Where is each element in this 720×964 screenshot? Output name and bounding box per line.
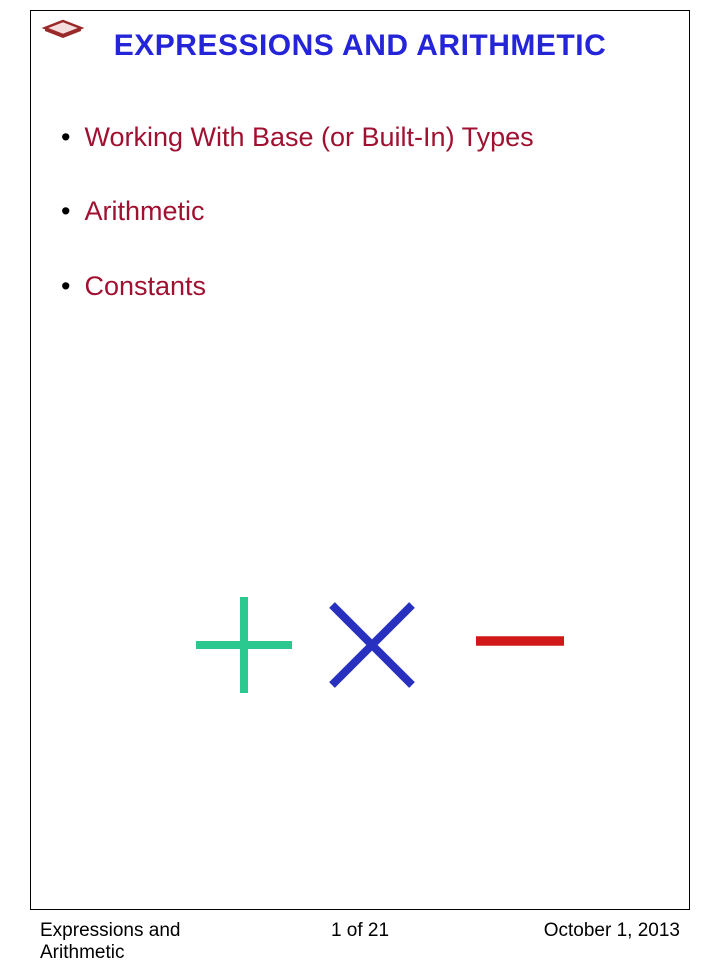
bullet-dot-icon: • <box>61 270 70 302</box>
bullet-list: • Working With Base (or Built-In) Types … <box>61 121 661 344</box>
slide-footer: Expressions and Arithmetic 1 of 21 Octob… <box>30 920 690 964</box>
footer-left: Expressions and Arithmetic <box>40 920 253 964</box>
operator-symbols <box>31 581 689 741</box>
footer-right: October 1, 2013 <box>467 920 680 964</box>
bullet-item: • Constants <box>61 270 661 302</box>
bullet-dot-icon: • <box>61 121 70 153</box>
plus-icon <box>196 597 292 693</box>
slide-title: EXPRESSIONS AND ARITHMETIC <box>31 29 689 63</box>
bullet-item: • Arithmetic <box>61 195 661 227</box>
bullet-text: Arithmetic <box>84 195 204 227</box>
bullet-text: Working With Base (or Built-In) Types <box>84 121 533 153</box>
bullet-text: Constants <box>84 270 206 302</box>
times-icon <box>332 605 412 685</box>
bullet-dot-icon: • <box>61 195 70 227</box>
footer-center: 1 of 21 <box>253 920 466 964</box>
slide-frame: EXPRESSIONS AND ARITHMETIC • Working Wit… <box>30 10 690 910</box>
bullet-item: • Working With Base (or Built-In) Types <box>61 121 661 153</box>
